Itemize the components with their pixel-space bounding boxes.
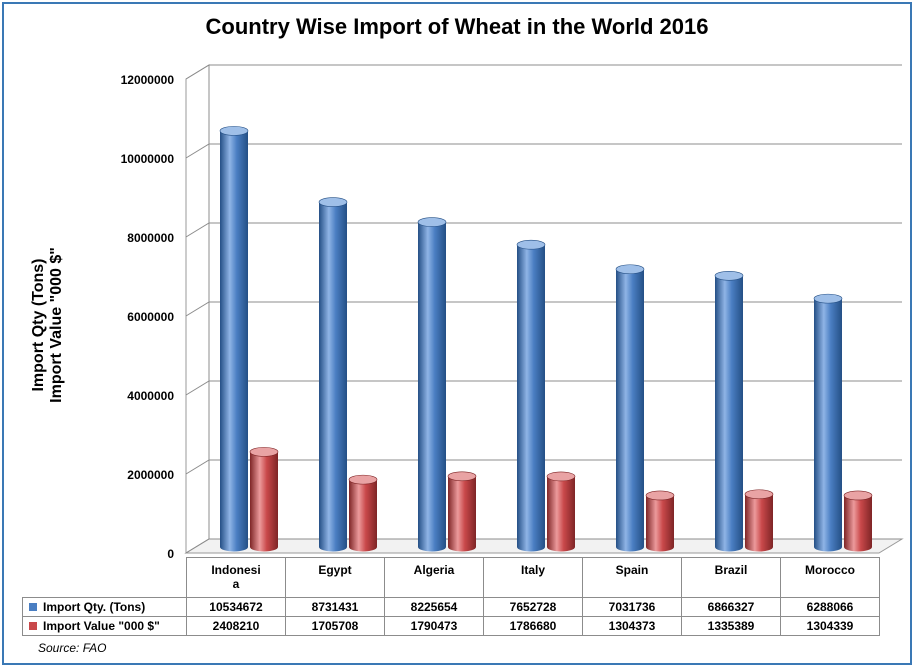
table-corner	[22, 557, 187, 598]
legend-entry-qty: Import Qty. (Tons)	[22, 597, 187, 617]
bar-body	[319, 202, 347, 552]
table-cell: 7031736	[582, 597, 682, 617]
y-tick-label: 6000000	[127, 310, 174, 324]
table-cell: 8225654	[384, 597, 484, 617]
bar-body	[220, 130, 248, 552]
gridline	[185, 143, 902, 159]
category-label: Egypt	[285, 557, 385, 598]
y-tick-label: 2000000	[127, 468, 174, 482]
legend-swatch-value	[29, 622, 37, 630]
bar-body	[745, 494, 773, 552]
bar-import-value	[348, 474, 378, 552]
table-cell: 6866327	[681, 597, 781, 617]
table-cell: 7652728	[483, 597, 583, 617]
bar-import-qty	[417, 217, 447, 552]
category-label: Algeria	[384, 557, 484, 598]
table-cell: 8731431	[285, 597, 385, 617]
table-cell: 1705708	[285, 616, 385, 636]
bar-cap	[318, 197, 348, 207]
gridline	[185, 222, 902, 238]
bar-body	[250, 451, 278, 552]
bar-body	[517, 244, 545, 552]
category-label: Indonesi a	[186, 557, 286, 598]
bar-body	[616, 269, 644, 552]
table-cell: 1790473	[384, 616, 484, 636]
bar-body	[844, 495, 872, 552]
bar-cap	[249, 447, 279, 457]
category-label: Spain	[582, 557, 682, 598]
series-row-value: Import Value "000 $" 2408210 1705708 179…	[22, 616, 880, 636]
series-row-qty: Import Qty. (Tons) 10534672 8731431 8225…	[22, 597, 880, 617]
table-cell: 1786680	[483, 616, 583, 636]
legend-entry-value: Import Value "000 $"	[22, 616, 187, 636]
bar-import-value	[843, 490, 873, 552]
bar-body	[448, 476, 476, 552]
y-tick-label: 4000000	[127, 389, 174, 403]
y-tick-label: 8000000	[127, 231, 174, 245]
bar-import-value	[249, 447, 279, 552]
y-tick-label: 10000000	[121, 152, 175, 166]
bar-cap	[348, 474, 378, 485]
bar-cap	[645, 490, 675, 501]
source-note: Source: FAO	[38, 641, 107, 655]
bar-cap	[813, 293, 843, 304]
bar-import-value	[546, 471, 576, 552]
bar-body	[715, 275, 743, 552]
bar-import-qty	[813, 293, 843, 552]
category-row: Indonesi a Egypt Algeria Italy Spain Bra…	[22, 557, 880, 598]
bar-cap	[843, 490, 873, 501]
bar-import-value	[645, 490, 675, 552]
table-cell: 6288066	[780, 597, 880, 617]
bar-import-qty	[318, 197, 348, 552]
legend-label: Import Qty. (Tons)	[43, 600, 146, 614]
table-cell: 10534672	[186, 597, 286, 617]
bar-body	[814, 298, 842, 552]
bar-cap	[516, 239, 546, 250]
table-cell: 1335389	[681, 616, 781, 636]
bar-cap	[714, 270, 744, 281]
table-cell: 2408210	[186, 616, 286, 636]
chart-title: Country Wise Import of Wheat in the Worl…	[205, 14, 709, 39]
bar-body	[547, 476, 575, 552]
table-cell: 1304373	[582, 616, 682, 636]
bar-import-qty	[714, 270, 744, 552]
bar-cap	[417, 217, 447, 227]
category-label: Brazil	[681, 557, 781, 598]
bar-import-value	[744, 489, 774, 552]
bar-body	[349, 479, 377, 552]
bar-cap	[744, 489, 774, 500]
bar-body	[646, 495, 674, 552]
legend-swatch-qty	[29, 603, 37, 611]
category-label: Italy	[483, 557, 583, 598]
gridline	[185, 64, 902, 80]
bar-cap	[546, 471, 576, 482]
bar-cap	[615, 264, 645, 275]
bar-body	[418, 222, 446, 552]
y-tick-label: 0	[167, 547, 174, 561]
y-tick-label: 12000000	[121, 73, 175, 87]
table-cell: 1304339	[780, 616, 880, 636]
category-label: Morocco	[780, 557, 880, 598]
bar-import-qty	[516, 239, 546, 552]
bar-import-value	[447, 471, 477, 552]
legend-label: Import Value "000 $"	[43, 619, 160, 633]
bar-cap	[447, 471, 477, 482]
bar-import-qty	[219, 126, 249, 552]
bar-cap	[219, 126, 249, 136]
bar-import-qty	[615, 264, 645, 552]
data-table: Indonesi a Egypt Algeria Italy Spain Bra…	[22, 557, 880, 636]
